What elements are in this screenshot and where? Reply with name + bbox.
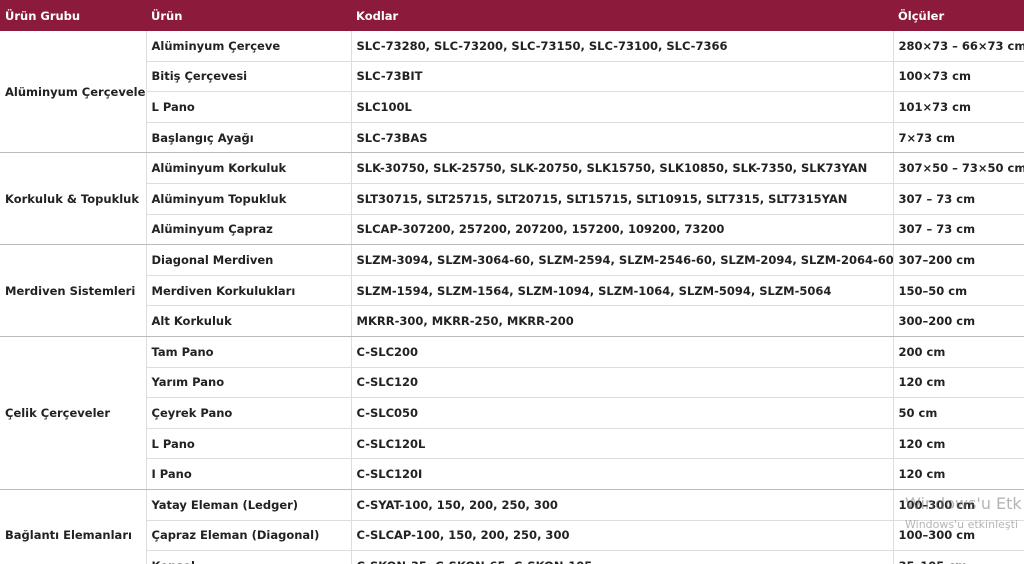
size-cell: 280×73 – 66×73 cm <box>892 31 1024 62</box>
header-cell: Ölçüler <box>893 0 1024 31</box>
codes-cell: C-SLC120L <box>350 428 893 460</box>
size-cell: 120 cm <box>892 428 1024 460</box>
table-row: I Pano C-SLC120I 120 cm <box>0 458 1024 490</box>
table-row: Başlangıç Ayağı SLC-73BAS 7×73 cm <box>0 122 1024 154</box>
product-cell: I Pano <box>145 458 351 490</box>
product-cell: Başlangıç Ayağı <box>145 122 351 154</box>
table-row: Çelik Çerçeveler Tam Pano C-SLC200 200 cm <box>0 336 1024 490</box>
table-row: Bağlantı Elemanları Yatay Eleman (Ledger)… <box>0 489 1024 564</box>
group-cell: Merdiven Sistemleri <box>0 244 146 337</box>
size-cell: 100–300 cm <box>892 520 1024 552</box>
size-cell: 200 cm <box>892 336 1024 368</box>
table-row: Alüminyum Çapraz SLCAP-307200, 257200, 20… <box>0 214 1024 246</box>
product-cell: Alüminyum Çapraz <box>145 214 351 246</box>
codes-cell: SLCAP-307200, 257200, 207200, 157200, 10… <box>350 214 893 246</box>
group-cell: Alüminyum Çerçeveler <box>0 31 146 154</box>
codes-cell: C-SLCAP-100, 150, 200, 250, 300 <box>350 520 893 552</box>
table-row: Çeyrek Pano C-SLC050 50 cm <box>0 397 1024 429</box>
size-cell: 307 – 73 cm <box>892 214 1024 246</box>
table-row: Alüminyum Topukluk SLT30715, SLT25715, SL… <box>0 183 1024 215</box>
table-row: Merdiven Korkulukları SLZM-1594, SLZM-156… <box>0 275 1024 307</box>
product-cell: Bitiş Çerçevesi <box>145 61 351 93</box>
codes-cell: SLZM-1594, SLZM-1564, SLZM-1094, SLZM-10… <box>350 275 893 307</box>
table-row: Alüminyum Çerçeveler Alüminyum Çerçeve SLC… <box>0 31 1024 154</box>
product-cell: Tam Pano <box>145 336 351 368</box>
watermark-title: Windows'u Etk <box>905 494 1022 513</box>
size-cell: 120 cm <box>892 458 1024 490</box>
header-cell: Ürün Grubu <box>0 0 146 31</box>
table-row: Merdiven Sistemleri Diagonal Merdiven SLZM… <box>0 244 1024 337</box>
product-cell: L Pano <box>145 428 351 460</box>
product-cell: Diagonal Merdiven <box>145 244 351 276</box>
product-cell: Çapraz Eleman (Diagonal) <box>145 520 351 552</box>
codes-cell: SLC100L <box>350 91 893 123</box>
size-cell: 150–50 cm <box>892 275 1024 307</box>
size-cell: 100–300 cm <box>892 489 1024 521</box>
product-cell: Yarım Pano <box>145 367 351 399</box>
codes-cell: C-SLC200 <box>350 336 893 368</box>
table-row: Çapraz Eleman (Diagonal) C-SLCAP-100, 150… <box>0 520 1024 552</box>
codes-cell: C-SYAT-100, 150, 200, 250, 300 <box>350 489 893 521</box>
codes-cell: C-SKON-35, C-SKON-65, C-SKON-105 <box>350 550 893 564</box>
codes-cell: SLC-73BAS <box>350 122 893 154</box>
size-cell: 100×73 cm <box>892 61 1024 93</box>
table-body: Alüminyum Çerçeveler Alüminyum Çerçeve SLC… <box>0 31 1024 564</box>
table-row: L Pano C-SLC120L 120 cm <box>0 428 1024 460</box>
codes-cell: MKRR-300, MKRR-250, MKRR-200 <box>350 305 893 337</box>
size-cell: 120 cm <box>892 367 1024 399</box>
size-cell: 307 – 73 cm <box>892 183 1024 215</box>
header-cell: Kodlar <box>351 0 893 31</box>
size-cell: 307–200 cm <box>892 244 1024 276</box>
table-row: L Pano SLC100L 101×73 cm <box>0 91 1024 123</box>
codes-cell: SLT30715, SLT25715, SLT20715, SLT15715, … <box>350 183 893 215</box>
watermark-subtitle: Windows'u etkinleşti <box>905 518 1018 531</box>
product-cell: Alt Korkuluk <box>145 305 351 337</box>
group-cell: Korkuluk & Topukluk <box>0 152 146 246</box>
product-cell: Alüminyum Korkuluk <box>145 152 351 184</box>
size-cell: 7×73 cm <box>892 122 1024 154</box>
product-cell: Çeyrek Pano <box>145 397 351 429</box>
product-cell: Alüminyum Topukluk <box>145 183 351 215</box>
table-row: Bitiş Çerçevesi SLC-73BIT 100×73 cm <box>0 61 1024 93</box>
size-cell: 101×73 cm <box>892 91 1024 123</box>
table-row: Alt Korkuluk MKRR-300, MKRR-250, MKRR-200… <box>0 305 1024 337</box>
table-row: Yarım Pano C-SLC120 120 cm <box>0 367 1024 399</box>
header-cell: Ürün <box>146 0 351 31</box>
size-cell: 307×50 – 73×50 cm <box>892 152 1024 184</box>
product-cell: Merdiven Korkulukları <box>145 275 351 307</box>
size-cell: 35–105 cm <box>892 550 1024 564</box>
table-row: Korkuluk & Topukluk Alüminyum Korkuluk SLK… <box>0 152 1024 246</box>
product-cell: L Pano <box>145 91 351 123</box>
product-cell: Konsol <box>145 550 351 564</box>
codes-cell: SLZM-3094, SLZM-3064-60, SLZM-2594, SLZM… <box>350 244 893 276</box>
codes-cell: C-SLC120 <box>350 367 893 399</box>
codes-cell: SLC-73280, SLC-73200, SLC-73150, SLC-731… <box>350 31 893 62</box>
codes-cell: C-SLC050 <box>350 397 893 429</box>
table-row: KonsolC-SKON-35, C-SKON-65, C-SKON-10535… <box>0 550 1024 564</box>
product-cell: Yatay Eleman (Ledger) <box>145 489 351 521</box>
header-row: Ürün Grubu Ürün Kodlar Ölçüler <box>0 0 1024 31</box>
group-cell: Bağlantı Elemanları <box>0 489 146 564</box>
group-cell: Çelik Çerçeveler <box>0 336 146 490</box>
codes-cell: SLK-30750, SLK-25750, SLK-20750, SLK1575… <box>350 152 893 184</box>
size-cell: 50 cm <box>892 397 1024 429</box>
codes-cell: SLC-73BIT <box>350 61 893 93</box>
product-cell: Alüminyum Çerçeve <box>145 31 351 62</box>
size-cell: 300–200 cm <box>892 305 1024 337</box>
codes-cell: C-SLC120I <box>350 458 893 490</box>
